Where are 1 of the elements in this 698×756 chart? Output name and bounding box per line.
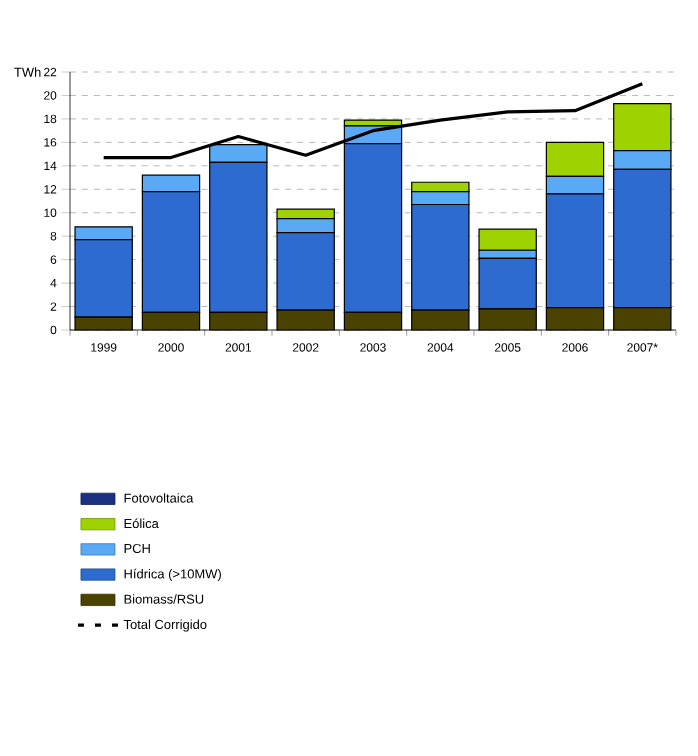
bar bbox=[478, 228, 537, 251]
